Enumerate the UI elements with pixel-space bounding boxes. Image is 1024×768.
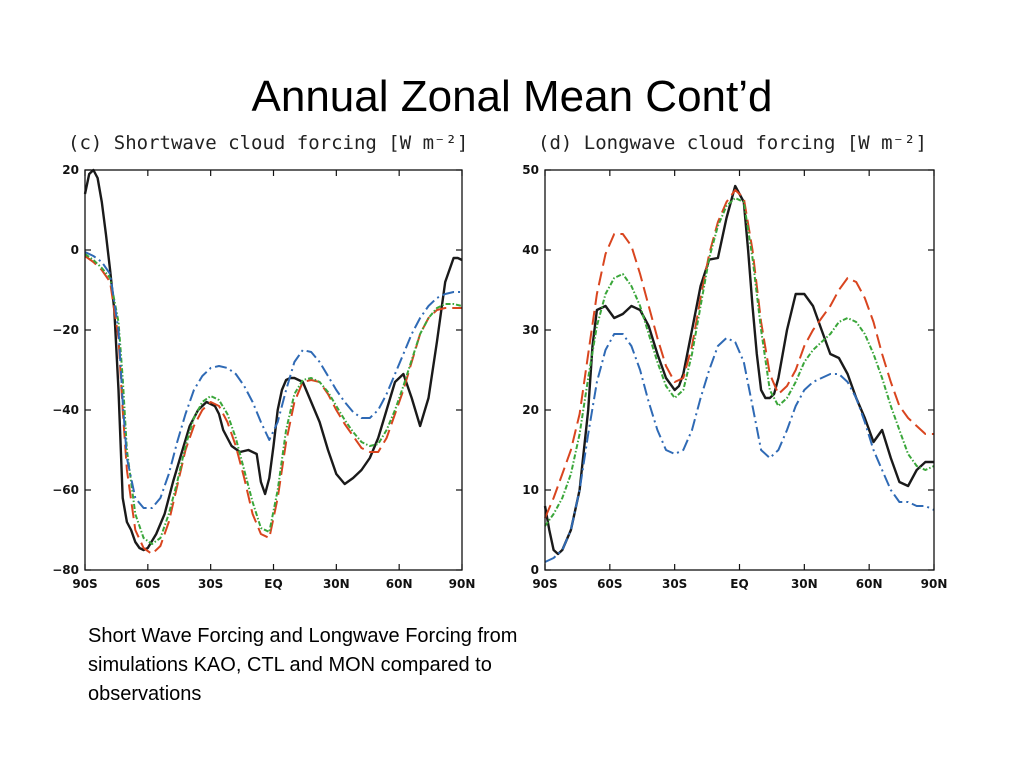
longwave-series-line-2 (544, 189, 934, 519)
shortwave-y-tick-label: −20 (52, 323, 79, 337)
shortwave-cloud-forcing-panel: (c) Shortwave cloud forcing [W m⁻²] 90S 6… (50, 125, 480, 595)
shortwave-x-tick-label: 60N (386, 577, 413, 591)
shortwave-series-line-4 (84, 251, 462, 509)
shortwave-x-tick-label: 30N (323, 577, 350, 591)
longwave-y-tick-label: 50 (522, 163, 539, 177)
longwave-x-tick-label: 90S (532, 577, 557, 591)
shortwave-plot-area: 90S 60S 30S EQ 30N 60N 90N −80 −60 −40 −20 0 20 (52, 163, 475, 591)
shortwave-x-tick-label: EQ (264, 577, 282, 591)
longwave-cloud-forcing-panel: (d) Longwave cloud forcing [W m⁻²] 90S 60… (510, 125, 955, 595)
longwave-series-line-4 (544, 333, 935, 563)
shortwave-x-tick-label: 30S (198, 577, 223, 591)
longwave-x-tick-label: EQ (730, 577, 748, 591)
longwave-chart-title: (d) Longwave cloud forcing [W m⁻²] (538, 132, 927, 154)
slide-caption: Short Wave Forcing and Longwave Forcing … (88, 625, 518, 705)
longwave-x-tick-label: 60S (597, 577, 622, 591)
longwave-x-tick-label: 30S (662, 577, 687, 591)
longwave-chart-svg: (d) Longwave cloud forcing [W m⁻²] 90S 60… (522, 132, 947, 591)
longwave-series-line-3 (544, 197, 935, 527)
longwave-plot-frame (544, 169, 935, 571)
shortwave-x-tick-label: 90S (72, 577, 97, 591)
shortwave-y-tick-label: 20 (62, 163, 79, 177)
slide-title: Annual Zonal Mean Cont’d (251, 72, 773, 121)
longwave-series-line-1 (543, 184, 934, 556)
longwave-y-tick-label: 20 (522, 403, 539, 417)
longwave-x-tick-label: 30N (791, 577, 818, 591)
shortwave-x-tick-label: 90N (449, 577, 476, 591)
shortwave-y-tick-label: 0 (71, 243, 79, 257)
shortwave-chart-svg: (c) Shortwave cloud forcing [W m⁻²] 90S 6… (52, 132, 475, 591)
longwave-y-tick-label: 40 (522, 243, 539, 257)
shortwave-chart-title: (c) Shortwave cloud forcing [W m⁻²] (68, 132, 468, 154)
shortwave-x-tick-label: 60S (135, 577, 160, 591)
shortwave-y-tick-label: −40 (52, 403, 79, 417)
longwave-x-tick-label: 90N (921, 577, 948, 591)
shortwave-y-tick-label: −60 (52, 483, 79, 497)
shortwave-series-line-1 (83, 168, 463, 552)
longwave-y-tick-label: 10 (522, 483, 539, 497)
longwave-x-tick-label: 60N (856, 577, 883, 591)
shortwave-series-line-3 (84, 253, 463, 545)
longwave-plot-area: 90S 60S 30S EQ 30N 60N 90N 0 10 20 30 40 50 (522, 163, 947, 591)
shortwave-y-tick-label: −80 (52, 563, 79, 577)
longwave-y-tick-label: 0 (531, 563, 539, 577)
longwave-y-tick-label: 30 (522, 323, 539, 337)
